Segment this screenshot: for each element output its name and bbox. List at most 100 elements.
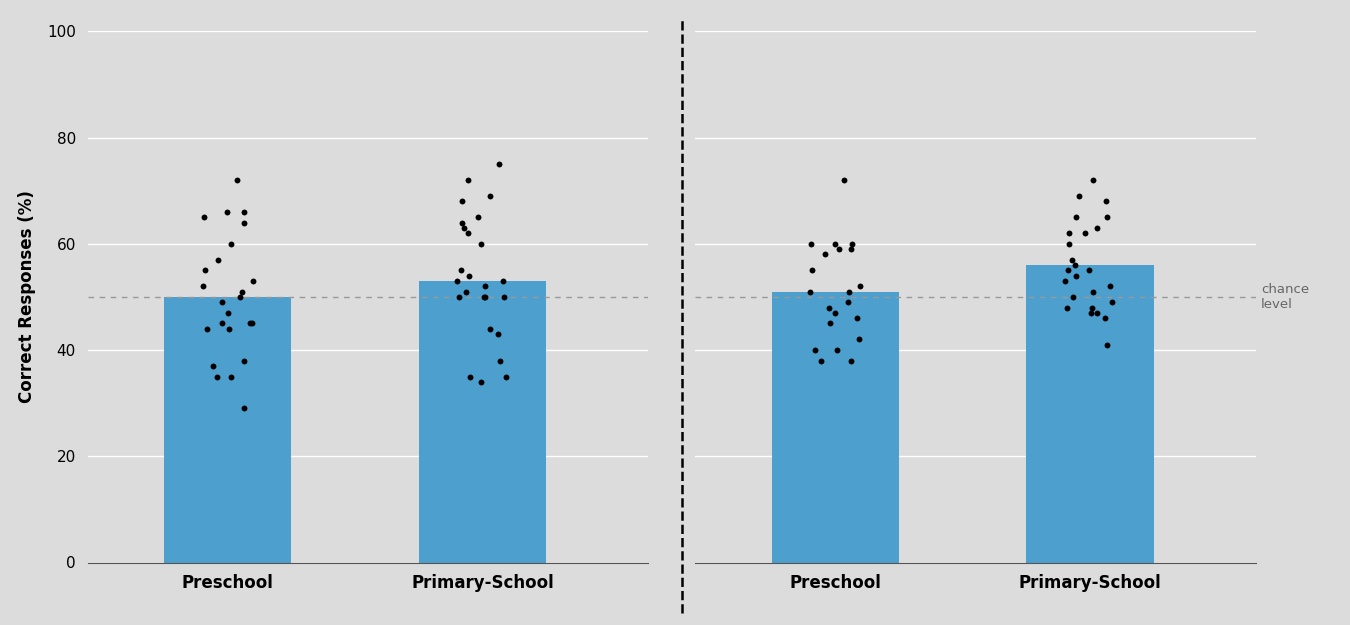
Point <box>1095 313 1116 323</box>
Point <box>471 239 493 249</box>
Point <box>489 356 510 366</box>
Point <box>220 239 242 249</box>
Point <box>1081 302 1103 312</box>
Point <box>467 212 489 222</box>
Point <box>849 334 871 344</box>
Bar <box>418 281 547 562</box>
Point <box>487 329 509 339</box>
Point <box>448 292 470 302</box>
Point <box>489 159 510 169</box>
Point <box>828 244 849 254</box>
Point <box>833 175 855 185</box>
Point <box>826 345 848 355</box>
Point <box>1096 212 1118 222</box>
Point <box>1096 340 1118 350</box>
Point <box>799 286 821 297</box>
Point <box>1087 222 1108 232</box>
Point <box>1065 212 1087 222</box>
Point <box>1080 308 1102 318</box>
Point <box>1058 228 1080 238</box>
Point <box>219 324 240 334</box>
Point <box>239 318 261 329</box>
Point <box>803 345 825 355</box>
Point <box>230 292 251 302</box>
Point <box>474 292 495 302</box>
Point <box>818 302 840 312</box>
Point <box>495 371 517 381</box>
Point <box>1095 196 1116 206</box>
Point <box>1069 191 1091 201</box>
Point <box>1065 271 1087 281</box>
Point <box>225 175 247 185</box>
Point <box>1056 302 1077 312</box>
Point <box>824 239 845 249</box>
Point <box>1075 228 1096 238</box>
Point <box>802 265 824 275</box>
Point <box>193 212 215 222</box>
Point <box>1054 276 1076 286</box>
Point <box>1081 175 1103 185</box>
Point <box>194 265 216 275</box>
Point <box>1081 286 1103 297</box>
Point <box>479 191 501 201</box>
Point <box>458 175 479 185</box>
Point <box>454 222 475 232</box>
Point <box>458 228 479 238</box>
Point <box>207 371 228 381</box>
Bar <box>165 297 292 562</box>
Point <box>1079 265 1100 275</box>
Point <box>479 324 501 334</box>
Point <box>451 196 472 206</box>
Point <box>232 217 254 227</box>
Point <box>231 286 252 297</box>
Point <box>242 276 263 286</box>
Point <box>1102 297 1123 307</box>
Point <box>841 356 863 366</box>
Point <box>447 276 468 286</box>
Point <box>1057 265 1079 275</box>
Point <box>220 371 242 381</box>
Point <box>451 217 472 227</box>
Point <box>1065 260 1087 270</box>
Y-axis label: Correct Responses (%): Correct Responses (%) <box>18 191 36 403</box>
Point <box>212 318 234 329</box>
Point <box>814 249 836 259</box>
Point <box>1058 239 1080 249</box>
Bar <box>1026 265 1154 562</box>
Point <box>837 297 859 307</box>
Point <box>455 286 477 297</box>
Point <box>491 276 513 286</box>
Point <box>819 318 841 329</box>
Point <box>202 361 224 371</box>
Point <box>1062 292 1084 302</box>
Point <box>472 292 494 302</box>
Point <box>1061 255 1083 265</box>
Point <box>474 281 495 291</box>
Point <box>234 404 255 414</box>
Point <box>217 308 239 318</box>
Point <box>242 318 263 329</box>
Point <box>1099 281 1120 291</box>
Point <box>196 324 217 334</box>
Point <box>841 239 863 249</box>
Point <box>1087 308 1108 318</box>
Point <box>216 207 238 217</box>
Point <box>234 207 255 217</box>
Point <box>838 286 860 297</box>
Point <box>458 271 479 281</box>
Point <box>494 292 516 302</box>
Point <box>459 371 481 381</box>
Point <box>207 255 228 265</box>
Point <box>470 377 491 387</box>
Point <box>211 297 232 307</box>
Point <box>825 308 846 318</box>
Bar <box>772 291 899 562</box>
Point <box>849 281 871 291</box>
Point <box>846 313 868 323</box>
Point <box>192 281 213 291</box>
Point <box>450 265 471 275</box>
Point <box>234 356 255 366</box>
Point <box>810 356 832 366</box>
Text: chance
level: chance level <box>1261 283 1310 311</box>
Point <box>840 244 861 254</box>
